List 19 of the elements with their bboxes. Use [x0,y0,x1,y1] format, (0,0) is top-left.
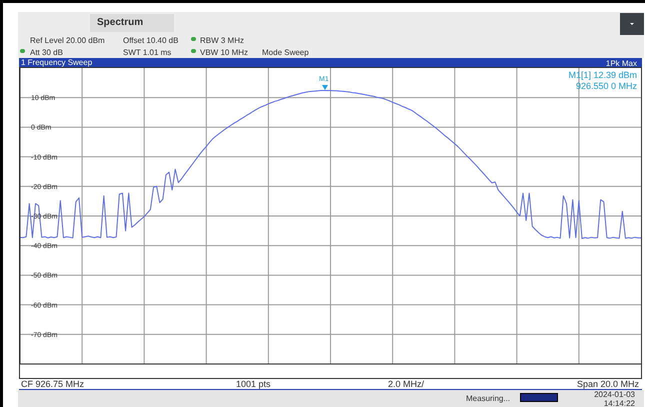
text: 1001 pts [236,379,271,390]
annotation: 926.550 0 MHz [576,81,637,92]
text: Att 30 dB [30,47,63,58]
text: VBW 10 MHz [200,47,248,58]
text: Span 20.0 MHz [576,379,639,390]
annotation: 1Pk Max [606,58,637,69]
text: Ref Level 20.00 dBm [30,35,105,46]
text: SWT 1.01 ms [123,47,172,58]
text: CF 926.75 MHz [21,379,84,390]
text: Offset 10.40 dB [123,35,178,46]
text: Measuring... [466,393,510,404]
text: RBW 3 MHz [200,35,244,46]
chart-subtitle: 1 Frequency Sweep [21,58,92,67]
chart-title: Spectrum [90,14,174,32]
text: 14:14:22 [604,398,635,407]
text: Mode Sweep [262,47,309,58]
text: 2024-01-03 [594,389,635,400]
text: 2.0 MHz/ [388,379,424,390]
annotation: M1[1] 12.39 dBm [568,70,637,81]
